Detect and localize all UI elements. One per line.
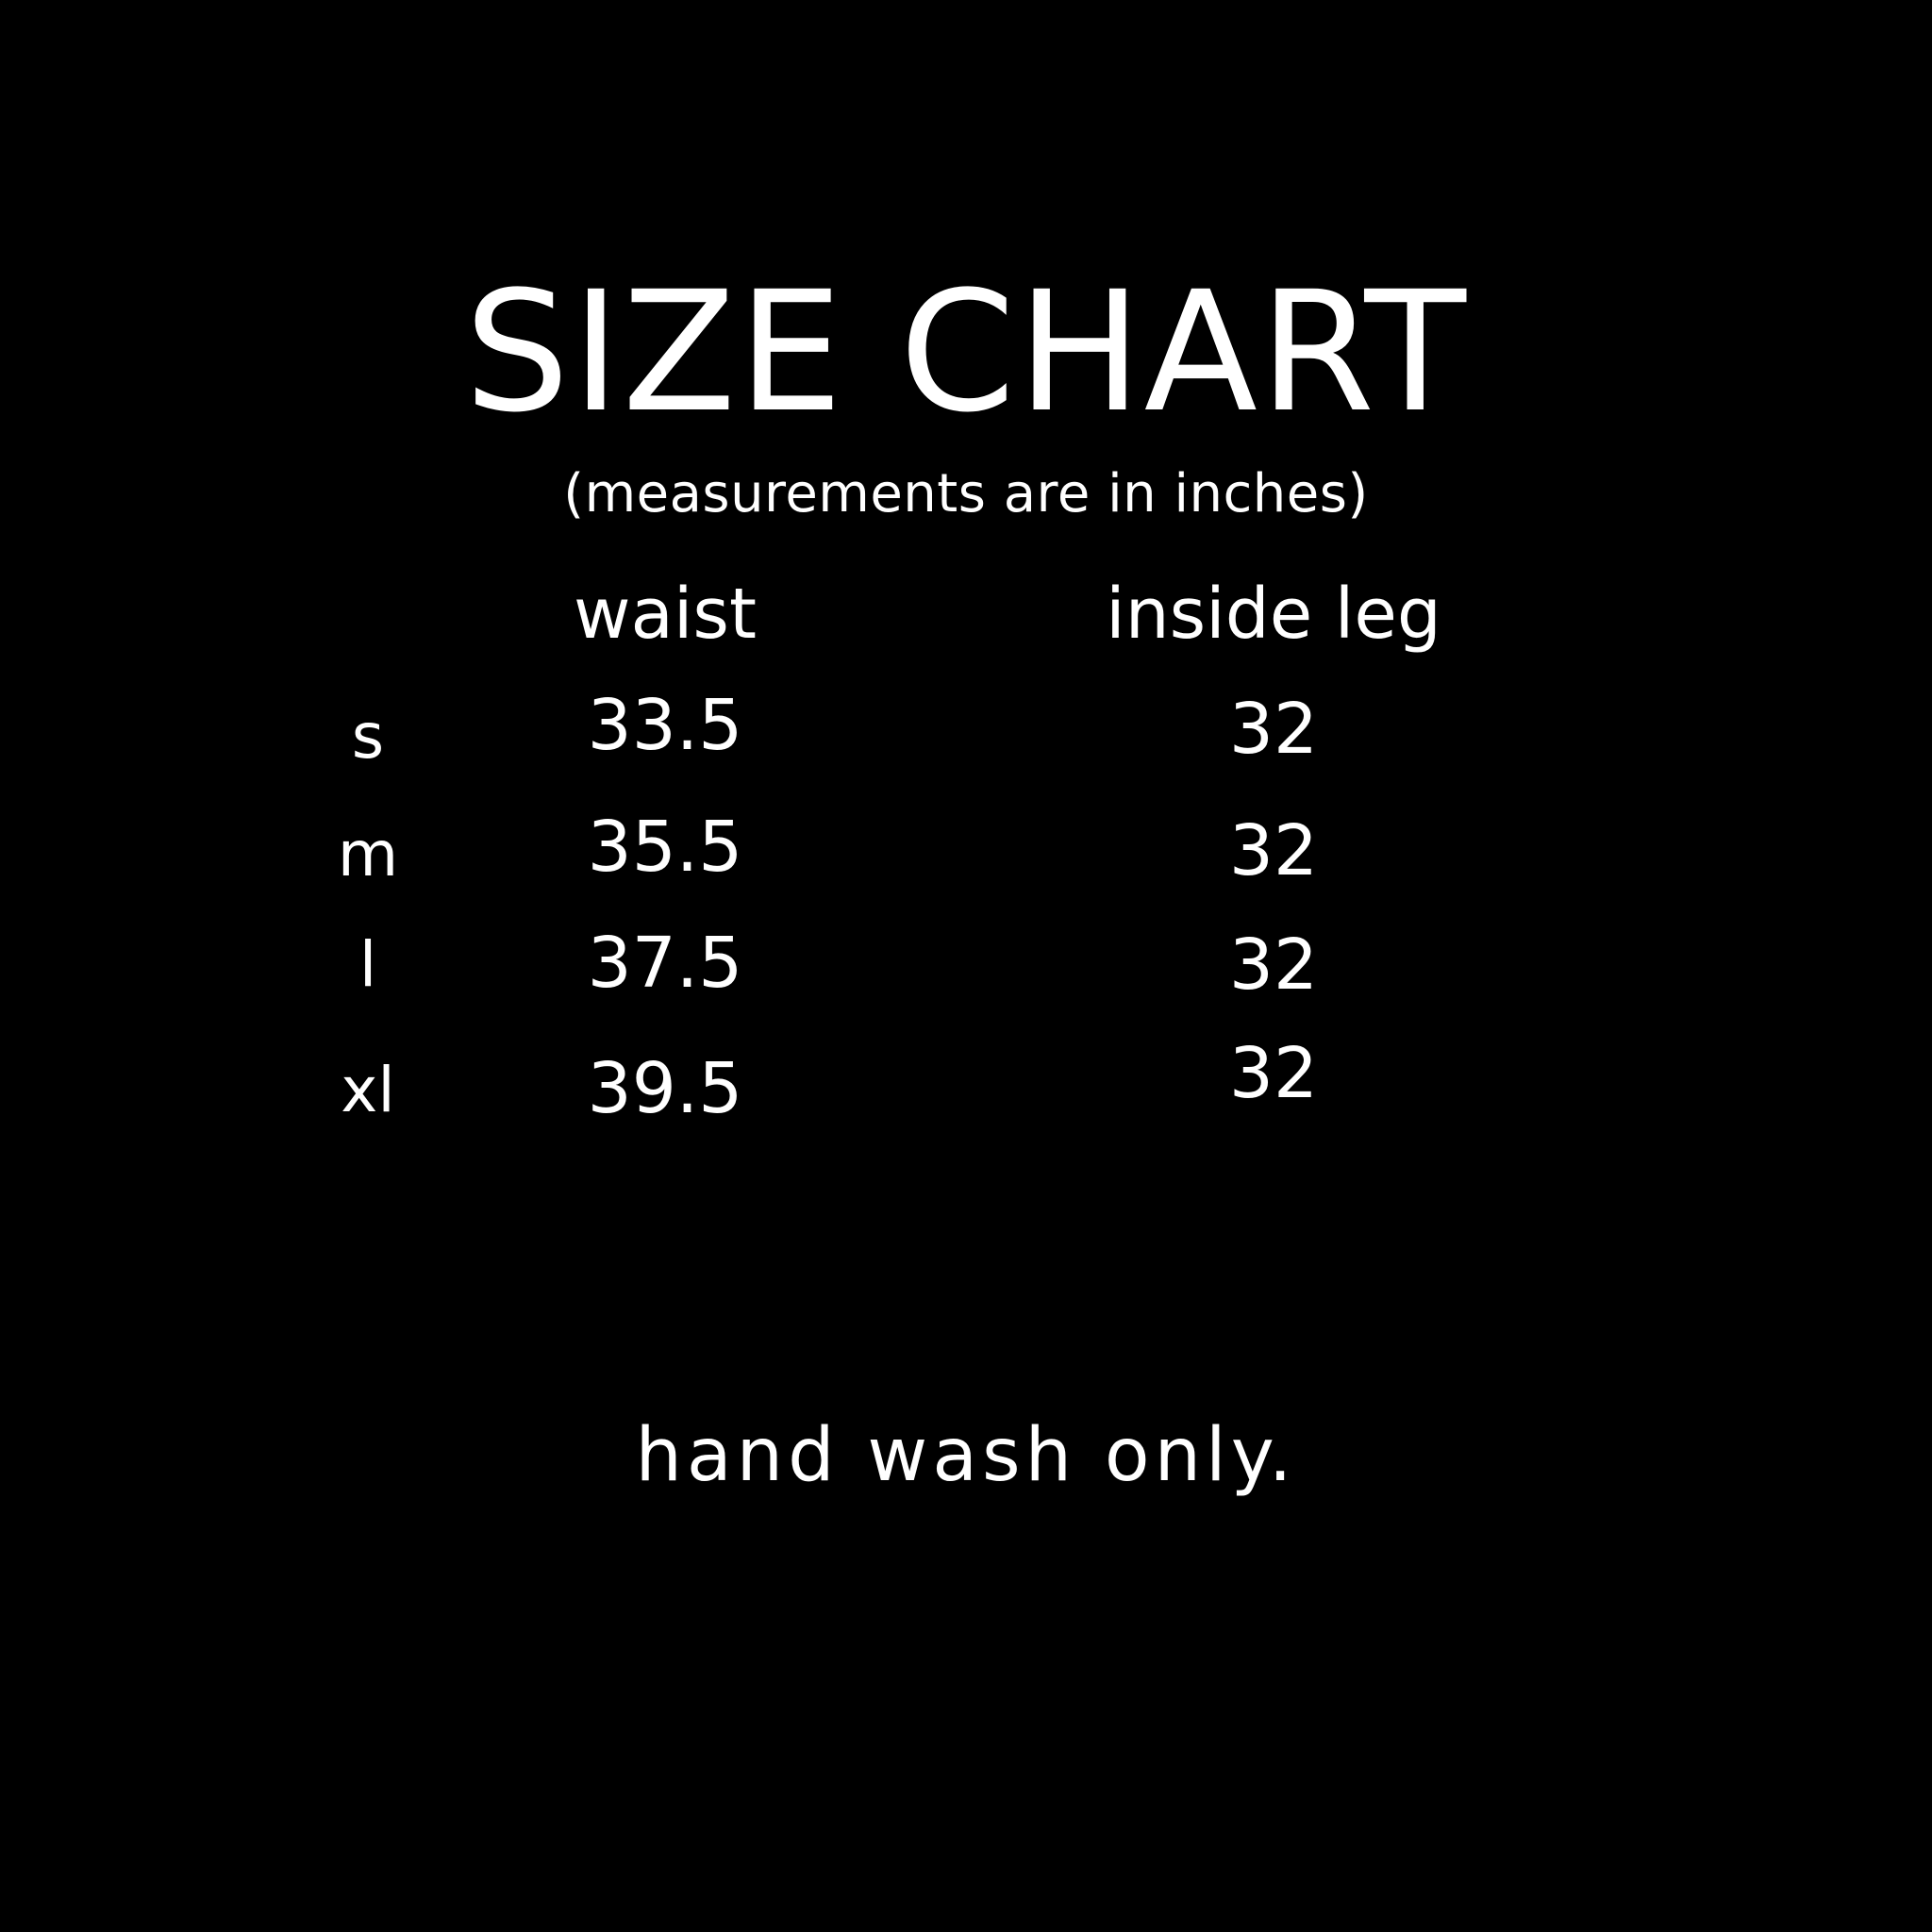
- inside-leg-value-l: 32: [1228, 924, 1319, 1006]
- waist-value-l: 37.5: [587, 923, 743, 1004]
- table-row: l 37.5 32: [0, 909, 1932, 1025]
- size-chart-table: waist inside leg s 33.5 32 m 35.5 32 l 3…: [0, 566, 1932, 1141]
- measurement-units-note: (measurements are in inches): [563, 463, 1369, 525]
- waist-value-s: 33.5: [587, 685, 743, 766]
- inside-leg-value-xl: 32: [1228, 1033, 1319, 1114]
- page-title: SIZE CHART: [464, 256, 1468, 449]
- care-instructions: hand wash only.: [635, 1413, 1297, 1498]
- size-label-xl: xl: [341, 1054, 395, 1126]
- table-row: xl 39.5 32: [0, 1025, 1932, 1141]
- size-label-l: l: [358, 928, 377, 1001]
- size-label-m: m: [337, 818, 399, 891]
- table-row: s 33.5 32: [0, 677, 1932, 793]
- table-row: m 35.5 32: [0, 793, 1932, 909]
- waist-value-m: 35.5: [587, 807, 743, 888]
- column-header-waist: waist: [574, 574, 757, 655]
- size-label-s: s: [351, 700, 385, 773]
- inside-leg-value-s: 32: [1228, 689, 1319, 770]
- inside-leg-value-m: 32: [1228, 810, 1319, 891]
- column-header-inside-leg: inside leg: [1106, 574, 1441, 655]
- table-header-row: waist inside leg: [0, 566, 1932, 677]
- waist-value-xl: 39.5: [587, 1048, 743, 1129]
